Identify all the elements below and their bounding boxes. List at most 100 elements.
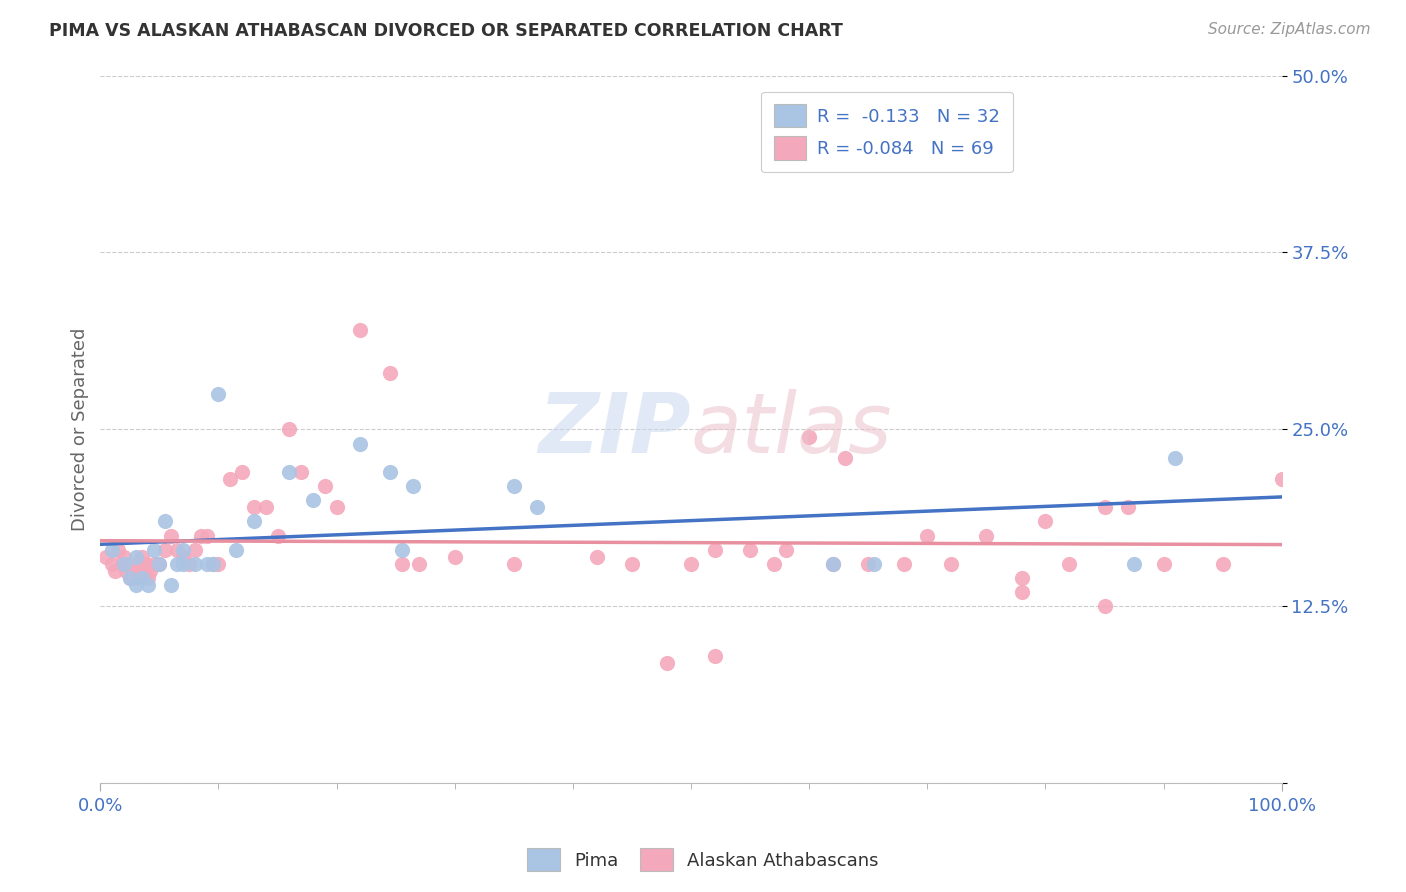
Point: [112, 557, 135, 571]
Point: [103, 564, 125, 578]
Point: [110, 557, 132, 571]
Point: [1057, 557, 1080, 571]
Point: [858, 557, 880, 571]
Point: [834, 450, 856, 465]
Point: [1116, 500, 1139, 515]
Point: [101, 557, 124, 571]
Point: [863, 557, 886, 571]
Legend: Pima, Alaskan Athabascans: Pima, Alaskan Athabascans: [520, 841, 886, 879]
Text: PIMA VS ALASKAN ATHABASCAN DIVORCED OR SEPARATED CORRELATION CHART: PIMA VS ALASKAN ATHABASCAN DIVORCED OR S…: [49, 22, 844, 40]
Point: [219, 472, 242, 486]
Point: [939, 557, 962, 571]
Point: [148, 557, 170, 571]
Point: [349, 323, 371, 337]
Point: [893, 557, 915, 571]
Point: [107, 542, 129, 557]
Point: [134, 557, 156, 571]
Point: [139, 564, 162, 578]
Point: [775, 542, 797, 557]
Point: [118, 571, 141, 585]
Point: [657, 656, 679, 670]
Point: [1011, 571, 1033, 585]
Point: [266, 528, 288, 542]
Point: [254, 500, 277, 515]
Point: [184, 542, 207, 557]
Point: [1271, 472, 1294, 486]
Text: ZIP: ZIP: [538, 389, 690, 470]
Point: [172, 542, 194, 557]
Point: [391, 557, 413, 571]
Point: [112, 549, 135, 564]
Point: [225, 542, 247, 557]
Point: [1123, 557, 1146, 571]
Point: [142, 542, 165, 557]
Point: [101, 542, 124, 557]
Point: [799, 429, 821, 443]
Point: [620, 557, 643, 571]
Point: [762, 557, 785, 571]
Text: atlas: atlas: [690, 389, 893, 470]
Point: [821, 557, 844, 571]
Point: [118, 571, 141, 585]
Point: [378, 465, 401, 479]
Point: [148, 557, 170, 571]
Point: [740, 542, 762, 557]
Point: [391, 542, 413, 557]
Point: [177, 557, 200, 571]
Point: [976, 528, 998, 542]
Point: [125, 578, 148, 592]
Point: [1212, 557, 1234, 571]
Point: [1011, 585, 1033, 599]
Point: [278, 465, 301, 479]
Point: [231, 465, 253, 479]
Point: [207, 557, 229, 571]
Point: [115, 564, 138, 578]
Point: [166, 557, 188, 571]
Point: [502, 557, 524, 571]
Point: [127, 557, 149, 571]
Y-axis label: Divorced or Separated: Divorced or Separated: [72, 327, 89, 531]
Point: [1164, 450, 1187, 465]
Point: [1035, 515, 1057, 529]
Point: [290, 465, 312, 479]
Point: [155, 515, 177, 529]
Point: [502, 479, 524, 493]
Point: [243, 515, 266, 529]
Point: [166, 542, 188, 557]
Point: [679, 557, 702, 571]
Point: [201, 557, 224, 571]
Point: [195, 557, 218, 571]
Point: [402, 479, 425, 493]
Point: [349, 436, 371, 450]
Point: [160, 578, 183, 592]
Point: [585, 549, 607, 564]
Point: [190, 528, 212, 542]
Point: [278, 422, 301, 436]
Point: [526, 500, 548, 515]
Point: [125, 571, 148, 585]
Point: [243, 500, 266, 515]
Point: [201, 557, 224, 571]
Point: [703, 542, 725, 557]
Text: Source: ZipAtlas.com: Source: ZipAtlas.com: [1208, 22, 1371, 37]
Point: [325, 500, 347, 515]
Point: [184, 557, 207, 571]
Point: [703, 648, 725, 663]
Point: [1094, 599, 1116, 614]
Point: [302, 493, 325, 508]
Point: [443, 549, 465, 564]
Point: [172, 557, 194, 571]
Point: [155, 542, 177, 557]
Point: [125, 549, 148, 564]
Point: [917, 528, 939, 542]
Point: [408, 557, 430, 571]
Point: [378, 366, 401, 380]
Point: [160, 528, 183, 542]
Point: [142, 557, 165, 571]
Point: [1094, 500, 1116, 515]
Point: [131, 571, 153, 585]
Point: [195, 528, 218, 542]
Point: [172, 549, 194, 564]
Point: [207, 387, 229, 401]
Legend: R =  -0.133   N = 32, R = -0.084   N = 69: R = -0.133 N = 32, R = -0.084 N = 69: [761, 92, 1012, 172]
